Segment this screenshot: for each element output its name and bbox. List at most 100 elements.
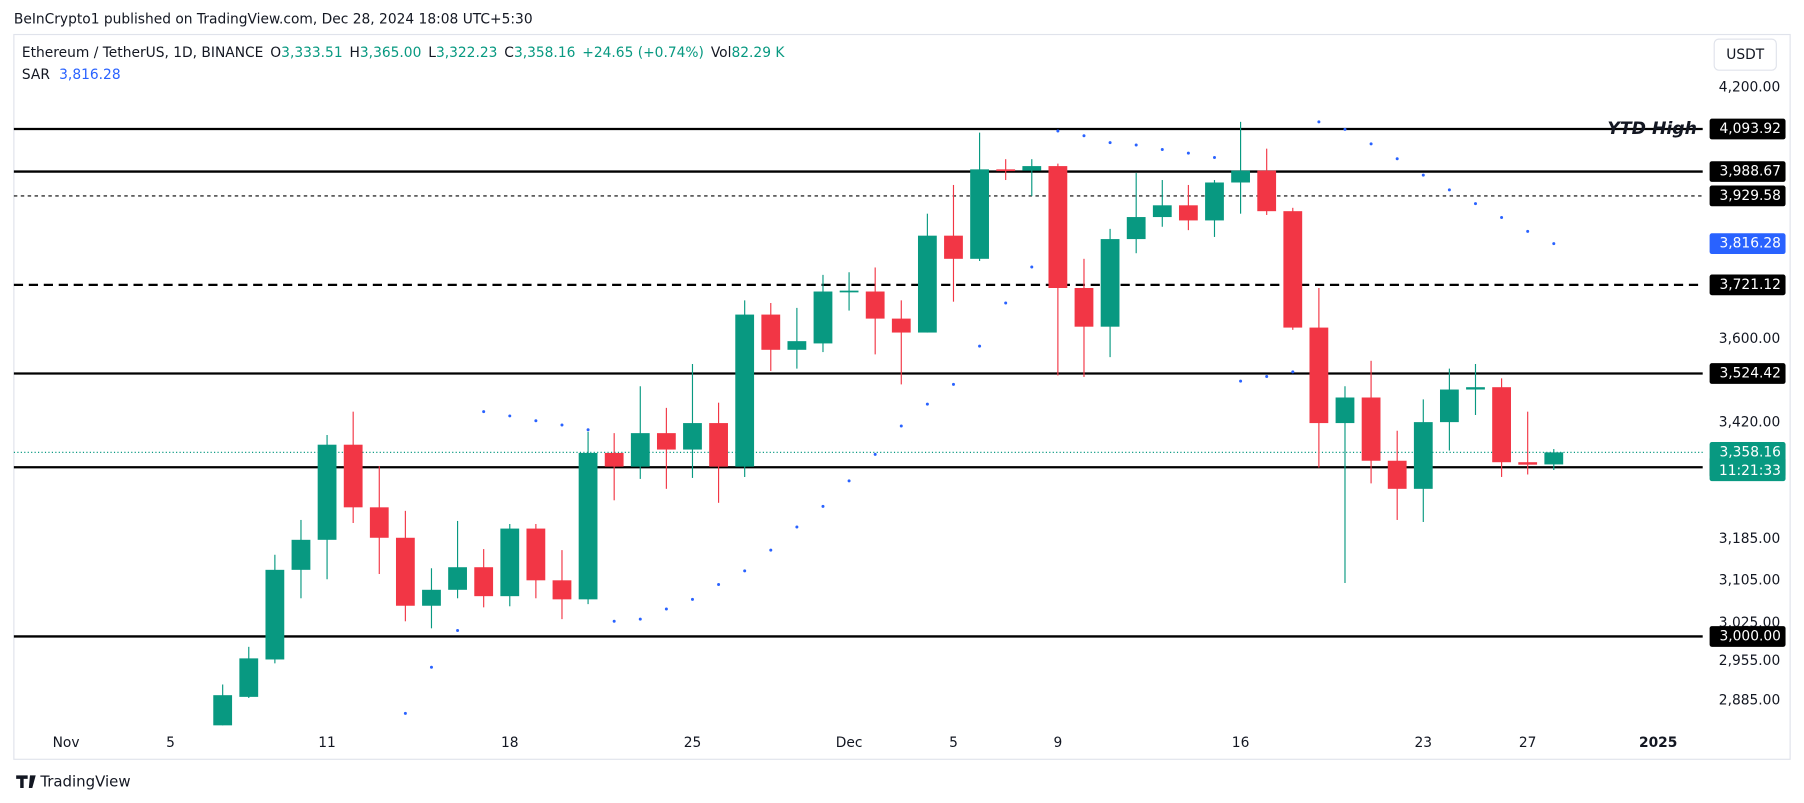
field-label: O: [270, 45, 281, 61]
candle-body: [1205, 182, 1224, 221]
candle-body: [944, 235, 963, 259]
candle-body: [761, 314, 781, 350]
sar-dot: [690, 597, 694, 601]
last-price-label: 3,358.16: [1719, 444, 1780, 460]
plot: 4,200.00 3,600.00 3,420.00 3,185.00 3,105.00…: [13, 79, 1786, 751]
candle-body: [265, 569, 285, 660]
level-price-box: [1709, 185, 1786, 207]
candle-body: [395, 537, 415, 606]
level-price-label: 3,988.67: [1719, 164, 1780, 180]
sar-dot: [873, 452, 877, 456]
level-annotation: YTD High: [1607, 119, 1697, 139]
candle-body: [1439, 389, 1459, 423]
sar-dot: [1317, 120, 1321, 124]
sar-dot: [951, 382, 955, 386]
level-price-label: 3,524.42: [1719, 366, 1780, 382]
indicator-name: SAR: [22, 67, 50, 83]
level-price-box: [1709, 161, 1786, 182]
field-value: 3,358.16: [514, 45, 575, 61]
candle-body: [996, 169, 1016, 172]
candle-body: [1048, 166, 1068, 288]
field-label: H: [350, 45, 360, 61]
indicator-value: 3,816.28: [59, 67, 120, 83]
sar-dot: [1473, 202, 1477, 206]
field-value: 3,322.23: [436, 45, 497, 61]
candle-body: [526, 528, 546, 581]
y-tick-label: 2,955.00: [1719, 653, 1780, 669]
sar-dot: [1500, 215, 1504, 219]
sar-dot: [638, 617, 642, 621]
x-tick-label: 5: [949, 735, 958, 751]
candle-body: [1544, 452, 1564, 465]
candle-body: [891, 318, 911, 333]
sar-dot: [1004, 301, 1008, 305]
x-tick-label: 11: [318, 735, 336, 751]
candle-body: [552, 580, 572, 600]
field-label: L: [428, 45, 436, 61]
x-tick-label: 16: [1232, 735, 1250, 751]
logo-icon: [16, 775, 36, 789]
legend-line: Ethereum / TetherUS, 1D, BINANCE O3,333.5…: [22, 45, 785, 61]
sar-price-box: [1709, 233, 1786, 255]
sar-dot: [664, 607, 668, 611]
sar-dot: [586, 428, 590, 432]
field-value: 3,365.00: [360, 45, 421, 61]
candle-body: [1335, 397, 1355, 424]
candle-body: [448, 567, 467, 590]
candle-body: [656, 433, 676, 450]
sar-dot: [534, 419, 538, 423]
candle-body: [917, 235, 937, 333]
level-price-label: 3,721.12: [1719, 277, 1780, 293]
candle-body: [1283, 211, 1303, 328]
y-tick-label: 3,185.00: [1719, 531, 1780, 547]
field-label: C: [504, 45, 514, 61]
sar-dot: [456, 628, 460, 632]
x-tick-label: Dec: [836, 735, 863, 751]
sar-dot: [560, 423, 564, 427]
sar-dot: [1395, 157, 1399, 161]
candle-body: [343, 444, 363, 508]
chart-frame: [13, 33, 1791, 760]
candle-body: [1518, 462, 1538, 465]
currency: USDT: [1726, 47, 1764, 63]
sar-dot: [769, 548, 773, 552]
sar-dot: [482, 410, 486, 414]
candle-body: [1492, 387, 1511, 463]
sar-dot: [717, 583, 721, 587]
candle-body: [1231, 170, 1250, 183]
sar-dot: [1030, 265, 1034, 269]
indicator-legend: SAR 3,816.28: [22, 67, 121, 83]
candle-body: [213, 695, 233, 726]
sar-dot: [1082, 134, 1086, 138]
candle-body: [970, 169, 989, 259]
sar-dot: [1343, 127, 1347, 131]
countdown: 11:21:33: [1719, 463, 1781, 479]
published-note: BeInCrypto1 published on TradingView.com…: [14, 12, 533, 28]
candle-body: [630, 433, 650, 467]
sar-dot: [795, 525, 799, 529]
candle-body: [474, 567, 494, 597]
candle-body: [839, 290, 859, 293]
x-tick-label: 18: [501, 735, 519, 751]
candle-body: [1387, 460, 1407, 489]
candle-body: [1413, 422, 1433, 489]
candle-body: [578, 452, 598, 600]
sar-dot: [1291, 370, 1295, 374]
candle-body: [604, 452, 624, 467]
sar-dot: [1526, 229, 1530, 233]
candle-body: [735, 314, 755, 467]
sar-dot: [403, 711, 407, 715]
candle-body: [1466, 387, 1485, 390]
sar-dot: [429, 665, 433, 669]
volume-label: Vol: [711, 45, 732, 61]
level-price-label: 3,000.00: [1719, 628, 1780, 644]
sar-dot: [1552, 242, 1556, 246]
candle-body: [422, 589, 441, 606]
x-tick-label: 25: [684, 735, 702, 751]
sar-dot: [1108, 141, 1112, 145]
currency-button[interactable]: [1713, 38, 1777, 71]
x-tick-label: 9: [1053, 735, 1062, 751]
candle-body: [1361, 397, 1381, 461]
